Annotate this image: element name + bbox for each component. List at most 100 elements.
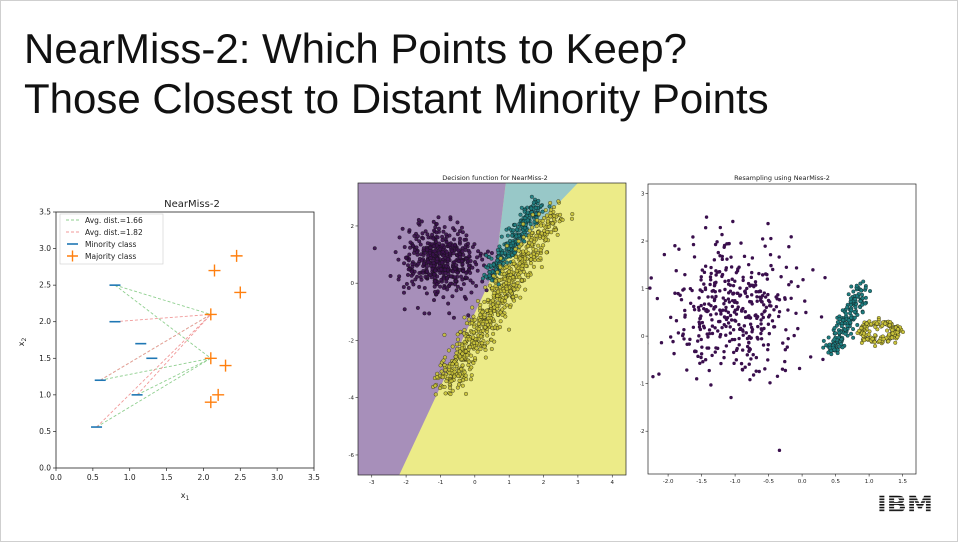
purple-point: [474, 283, 479, 288]
teal-point: [487, 255, 492, 259]
purple-point: [455, 220, 460, 225]
purple-point: [440, 243, 445, 248]
purple-point: [469, 290, 474, 295]
distance-line-red: [136, 314, 212, 396]
purple-point: [434, 222, 439, 226]
purple-point: [719, 361, 723, 366]
yellow-point: [523, 256, 528, 261]
purple-point: [699, 355, 703, 360]
teal-point: [835, 351, 840, 356]
purple-point: [766, 292, 770, 297]
yellow-point: [512, 287, 517, 292]
yellow-point: [513, 255, 518, 260]
teal-point: [484, 274, 489, 279]
x-tick-label: 0.0: [798, 479, 807, 485]
yellow-point: [528, 257, 533, 262]
purple-point: [408, 240, 413, 245]
teal-point: [496, 250, 501, 255]
purple-point: [748, 300, 752, 304]
purple-point: [744, 331, 748, 335]
teal-point: [855, 312, 860, 317]
yellow-point: [443, 391, 448, 396]
purple-point: [425, 269, 430, 274]
purple-point: [444, 232, 449, 237]
yellow-point: [519, 278, 524, 283]
yellow-point: [532, 258, 537, 262]
teal-point: [863, 285, 868, 290]
teal-point: [501, 261, 506, 266]
yellow-point: [521, 222, 526, 227]
purple-point: [804, 310, 808, 315]
yellow-point: [885, 328, 890, 333]
purple-point: [699, 275, 703, 279]
purple-point: [729, 318, 734, 322]
yellow-point: [511, 295, 516, 300]
yellow-point: [556, 199, 561, 204]
yellow-point: [530, 212, 535, 217]
purple-point: [755, 299, 759, 303]
purple-point: [417, 239, 422, 244]
purple-point: [414, 245, 419, 250]
purple-point: [762, 303, 766, 307]
yellow-point: [514, 268, 519, 273]
y-tick-label: 3.0: [39, 244, 51, 253]
purple-point: [415, 274, 420, 279]
purple-point: [724, 324, 728, 329]
purple-point: [763, 244, 767, 248]
purple-point: [753, 280, 758, 284]
purple-point: [700, 268, 705, 272]
purple-point: [746, 281, 751, 286]
purple-point: [688, 301, 693, 305]
ibm-logo: IBM: [877, 493, 933, 515]
chart3-title: Resampling using NearMiss-2: [734, 174, 830, 182]
purple-point: [759, 318, 763, 322]
purple-point: [424, 264, 429, 269]
purple-point: [402, 290, 406, 295]
purple-point: [716, 319, 721, 324]
purple-point: [733, 279, 737, 283]
yellow-point: [514, 264, 519, 269]
yellow-point: [480, 321, 485, 326]
yellow-point: [874, 321, 879, 326]
yellow-point: [465, 353, 470, 358]
teal-point: [487, 273, 492, 278]
teal-point: [495, 258, 500, 263]
purple-point: [435, 257, 440, 262]
purple-point: [470, 265, 475, 270]
purple-point: [679, 298, 684, 302]
purple-point: [769, 236, 773, 241]
purple-point: [766, 343, 770, 347]
distance-line-green: [136, 357, 211, 396]
purple-point: [721, 296, 725, 300]
purple-point: [731, 350, 736, 355]
yellow-point: [471, 335, 476, 340]
chart1-axes-frame: [55, 211, 315, 469]
majority-point: [204, 308, 217, 321]
yellow-point: [498, 310, 503, 315]
yellow-point: [508, 305, 513, 310]
purple-point: [727, 339, 732, 343]
purple-point: [796, 284, 800, 289]
y-tick-label: 1: [641, 287, 645, 293]
purple-point: [447, 311, 452, 316]
purple-point: [456, 248, 461, 253]
majority-point: [234, 286, 247, 299]
purple-point: [432, 298, 436, 303]
yellow-point: [472, 340, 476, 345]
purple-point: [423, 274, 428, 279]
yellow-point: [433, 392, 438, 397]
yellow-point: [533, 248, 538, 253]
purple-point: [760, 312, 764, 317]
purple-point: [473, 260, 477, 264]
purple-point: [771, 267, 775, 272]
yellow-point: [893, 340, 898, 345]
purple-point: [726, 321, 731, 325]
purple-point: [772, 325, 776, 329]
x-tick-label: 3: [576, 480, 580, 486]
yellow-point: [503, 314, 508, 319]
yellow-point: [448, 392, 453, 397]
yellow-point: [498, 325, 502, 330]
purple-point: [777, 255, 781, 259]
purple-point: [768, 300, 772, 304]
yellow-point: [476, 321, 481, 326]
